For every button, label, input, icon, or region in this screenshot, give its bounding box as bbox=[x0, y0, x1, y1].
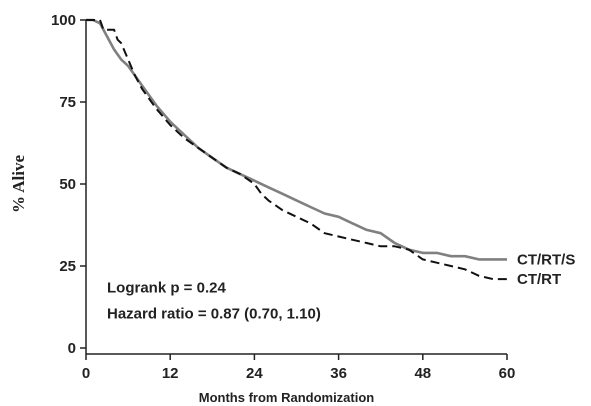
y-tick-label: 75 bbox=[59, 94, 76, 111]
y-tick-label: 25 bbox=[59, 258, 76, 275]
y-tick-label: 100 bbox=[51, 12, 76, 29]
series-label-ct-rt-s: CT/RT/S bbox=[517, 251, 575, 268]
series-line-1 bbox=[86, 19, 507, 281]
x-axis-title: Months from Randomization bbox=[199, 390, 375, 405]
axes bbox=[85, 20, 507, 355]
y-tick-label: 0 bbox=[68, 340, 76, 357]
x-tick-label: 48 bbox=[414, 365, 431, 382]
logrank-annotation: Logrank p = 0.24 bbox=[107, 279, 226, 296]
hazard-ratio-annotation: Hazard ratio = 0.87 (0.70, 1.10) bbox=[107, 306, 321, 323]
x-ticks: 0 12 24 36 48 60 bbox=[82, 354, 516, 382]
x-tick-label: 24 bbox=[246, 365, 263, 382]
series-line-0 bbox=[86, 18, 507, 261]
series-layer bbox=[86, 18, 507, 281]
x-tick-label: 0 bbox=[82, 365, 90, 382]
y-tick-label: 50 bbox=[59, 176, 76, 193]
x-tick-label: 60 bbox=[499, 365, 516, 382]
y-axis-title: % Alive bbox=[9, 155, 28, 214]
y-ticks: 0 25 50 75 100 bbox=[51, 12, 86, 357]
series-label-ct-rt: CT/RT bbox=[517, 271, 561, 288]
x-tick-label: 36 bbox=[330, 365, 347, 382]
x-tick-label: 12 bbox=[162, 365, 179, 382]
